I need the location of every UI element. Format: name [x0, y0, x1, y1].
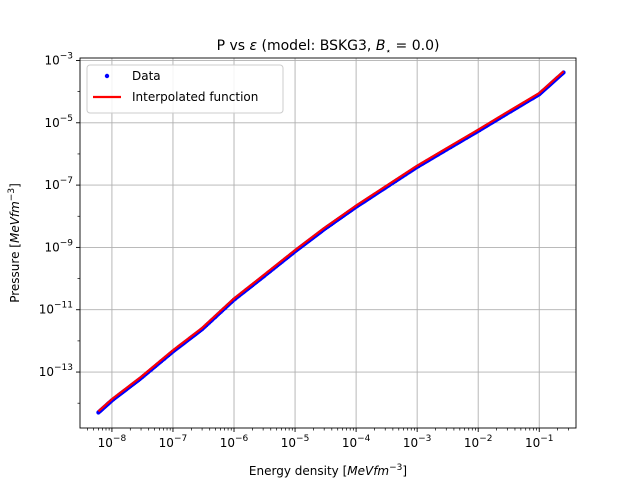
y-tick-exponent: −11 — [54, 301, 73, 311]
legend: Data Interpolated function — [86, 64, 284, 114]
y-tick-label: 10−11 — [39, 301, 73, 317]
x-tick-exponent: −8 — [113, 434, 127, 444]
legend-interpolated-label: Interpolated function — [132, 90, 258, 104]
x-tick-base: 10 — [220, 436, 235, 450]
x-tick-exponent: −6 — [235, 434, 249, 444]
series-layer — [96, 70, 566, 415]
x-tick-base: 10 — [403, 436, 418, 450]
x-tick-label: 10−1 — [525, 434, 554, 450]
data-points — [96, 70, 566, 415]
y-tick-base: 10 — [44, 116, 59, 130]
x-tick-label: 10−6 — [220, 434, 249, 450]
y-tick-base: 10 — [39, 303, 54, 317]
x-tick-label: 10−3 — [403, 434, 432, 450]
x-tick-label: 10−5 — [281, 434, 310, 450]
x-tick-label: 10−7 — [159, 434, 188, 450]
interpolated-function-line — [97, 70, 565, 413]
x-tick-exponent: −7 — [174, 434, 187, 444]
y-tick-label: 10−5 — [44, 114, 73, 130]
legend-data-marker — [104, 73, 110, 79]
y-tick-base: 10 — [44, 53, 59, 67]
y-tick-base: 10 — [39, 365, 54, 379]
x-tick-exponent: −4 — [357, 434, 371, 444]
x-tick-base: 10 — [159, 436, 174, 450]
legend-box — [86, 64, 284, 114]
y-axis-label: Pressure [MeVfm−3] — [7, 183, 22, 303]
legend-data-label: Data — [132, 69, 161, 83]
y-tick-exponent: −13 — [54, 363, 73, 373]
y-tick-label: 10−13 — [39, 363, 73, 379]
y-tick-base: 10 — [44, 178, 59, 192]
y-tick-label: 10−3 — [44, 51, 73, 67]
x-tick-base: 10 — [281, 436, 296, 450]
x-tick-label: 10−4 — [342, 434, 371, 450]
x-tick-label: 10−8 — [98, 434, 127, 450]
y-tick-exponent: −3 — [60, 51, 73, 61]
x-tick-exponent: −3 — [418, 434, 431, 444]
x-tick-exponent: −2 — [479, 434, 492, 444]
x-axis-ticks: 10−8 10−7 10−6 10−5 10−4 10−3 10−2 10−1 — [87, 428, 569, 450]
x-tick-label: 10−2 — [464, 434, 493, 450]
x-tick-exponent: −5 — [296, 434, 309, 444]
y-tick-label: 10−7 — [44, 176, 73, 192]
y-tick-exponent: −5 — [60, 114, 73, 124]
x-tick-exponent: −1 — [540, 434, 553, 444]
plot-frame — [79, 57, 577, 429]
x-tick-base: 10 — [98, 436, 113, 450]
y-tick-base: 10 — [44, 240, 59, 254]
x-axis-label: Energy density [MeVfm−3] — [249, 463, 407, 478]
chart-title: P vs ε (model: BSKG3, B⋆ = 0.0) — [217, 38, 440, 57]
x-tick-base: 10 — [464, 436, 479, 450]
y-tick-label: 10−9 — [44, 238, 73, 254]
y-tick-exponent: −7 — [60, 176, 73, 186]
y-tick-exponent: −9 — [60, 238, 74, 248]
x-tick-base: 10 — [525, 436, 540, 450]
x-tick-base: 10 — [342, 436, 357, 450]
